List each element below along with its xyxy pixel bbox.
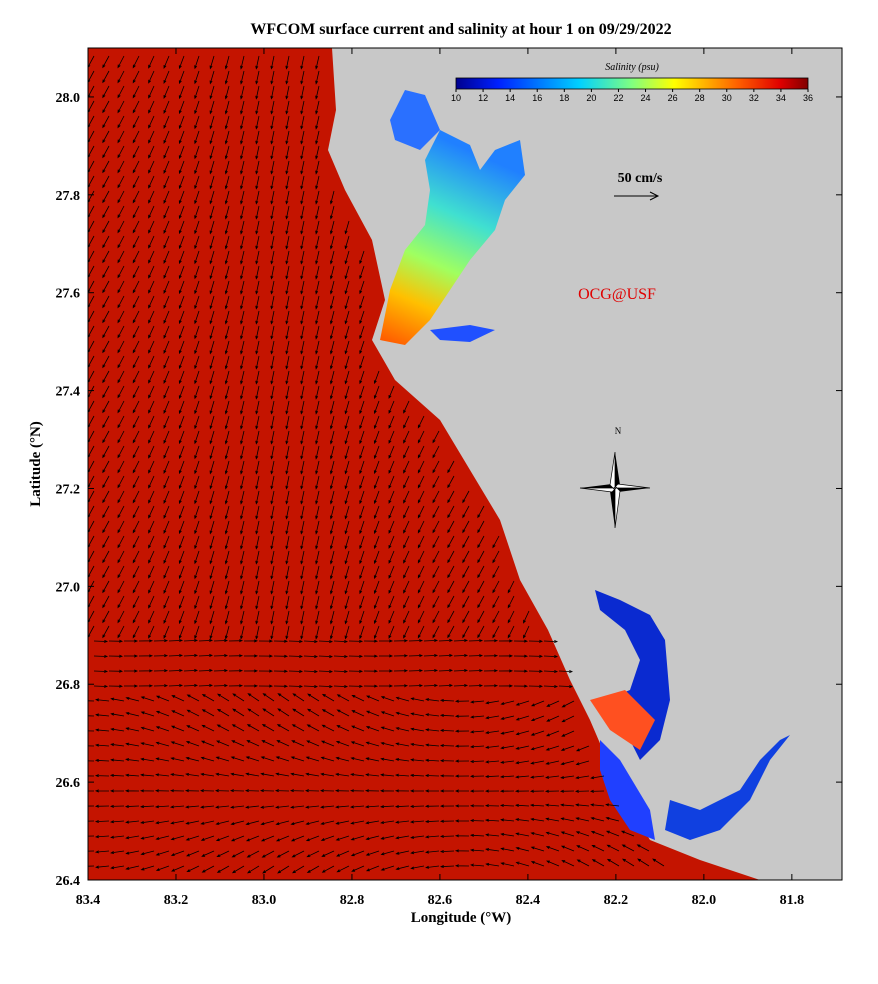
colorbar-tick-label: 30 <box>722 93 732 103</box>
colorbar-tick-label: 12 <box>478 93 488 103</box>
colorbar-tick-label: 32 <box>749 93 759 103</box>
x-tick-label: 82.2 <box>604 893 629 908</box>
colorbar-tick-label: 28 <box>695 93 705 103</box>
colorbar <box>455 77 809 90</box>
x-tick-label: 83.2 <box>164 893 189 908</box>
y-tick-label: 27.2 <box>56 482 81 497</box>
tampa-bay <box>380 130 525 345</box>
current-vectors <box>88 55 665 874</box>
x-axis-label: Longitude (°W) <box>411 910 512 926</box>
colorbar-tick-label: 14 <box>505 93 515 103</box>
x-tick-label: 81.8 <box>780 893 805 908</box>
y-tick-label: 26.8 <box>56 678 81 693</box>
plot-frame <box>87 47 843 881</box>
colorbar-tick-label: 24 <box>641 93 651 103</box>
x-tick-label: 83.0 <box>252 893 277 908</box>
caloosahatchee <box>665 735 790 840</box>
y-tick-label: 27.6 <box>56 287 81 302</box>
y-tick-label: 27.8 <box>56 189 81 204</box>
credit: OCG@USF <box>578 286 656 303</box>
colorbar-tick-label: 10 <box>451 93 461 103</box>
y-tick-label: 26.4 <box>56 874 81 889</box>
y-tick-label: 27.4 <box>56 385 81 400</box>
colorbar-tick-label: 20 <box>586 93 596 103</box>
colorbar-tick-label: 36 <box>803 93 813 103</box>
x-tick-label: 82.8 <box>340 893 365 908</box>
scale-arrow <box>614 191 660 201</box>
title: WFCOM surface current and salinity at ho… <box>250 21 671 38</box>
x-tick-label: 83.4 <box>76 893 101 908</box>
x-tick-label: 82.0 <box>692 893 717 908</box>
compass: N <box>579 426 651 529</box>
y-tick-label: 26.6 <box>56 776 81 791</box>
y-tick-label: 28.0 <box>56 91 81 106</box>
colorbar-tick-label: 34 <box>776 93 786 103</box>
bay-head <box>390 90 440 150</box>
colorbar-tick-label: 16 <box>532 93 542 103</box>
colorbar-label: Salinity (psu) <box>605 62 659 73</box>
colorbar-tick-label: 18 <box>559 93 569 103</box>
x-tick-label: 82.6 <box>428 893 453 908</box>
scale-label: 50 cm/s <box>618 171 663 186</box>
harbor-mouth <box>590 690 655 750</box>
pine-island-sound <box>600 740 655 840</box>
y-axis-label: Latitude (°N) <box>28 421 44 507</box>
ocean <box>88 48 760 880</box>
x-tick-label: 82.4 <box>516 893 541 908</box>
river <box>430 325 495 342</box>
compass-label: N <box>615 426 622 436</box>
colorbar-tick-label: 26 <box>668 93 678 103</box>
colorbar-tick-label: 22 <box>613 93 623 103</box>
y-tick-label: 27.0 <box>56 580 81 595</box>
